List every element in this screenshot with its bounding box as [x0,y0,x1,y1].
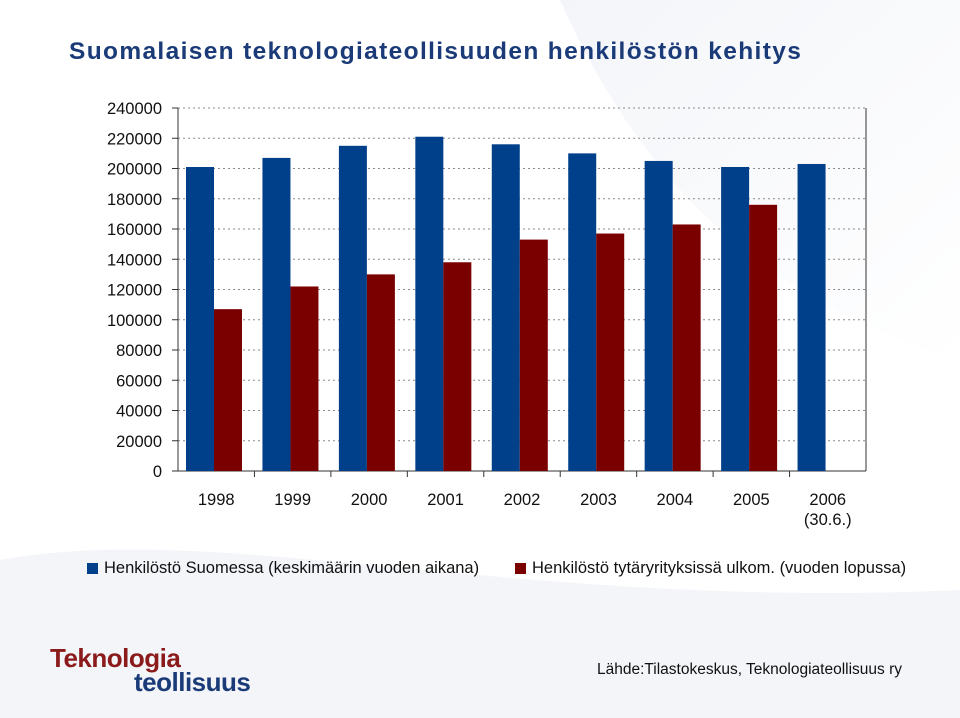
bar [568,153,597,471]
y-tick-label: 240000 [107,100,162,118]
y-tick-label: 100000 [107,312,162,330]
legend-item-subsidiaries: Henkilöstö tytäryrityksissä ulkom. (vuod… [515,557,906,579]
y-tick-label: 60000 [116,372,162,390]
logo-line-1: Teknologia [50,643,181,673]
x-tick-label: 1999 [274,491,311,509]
bar [749,204,778,472]
logo-line-2: teollisuus [134,667,251,697]
x-tick-label: 2000 [351,491,388,509]
x-tick-label: 2002 [504,491,541,509]
bar [415,136,444,472]
bar [214,309,242,471]
bar [262,157,291,471]
y-tick-label: 20000 [116,433,162,451]
legend-label-finland: Henkilöstö Suomessa (keskimäärin vuoden … [104,558,480,577]
y-tick-label: 180000 [107,191,162,209]
x-tick-label: 1998 [198,491,235,509]
y-tick-label: 200000 [107,161,162,179]
bar [644,160,673,471]
teknologiateollisuus-logo: Teknologia teollisuus [50,645,280,695]
legend-swatch-subsidiaries [515,562,526,574]
bar [596,233,625,471]
bar [186,166,214,472]
y-tick-label: 40000 [116,403,162,421]
x-tick-label: 2005 [733,491,770,509]
legend-item-finland: Henkilöstö Suomessa (keskimäärin vuoden … [87,557,479,579]
bar [491,144,520,472]
legend-label-subsidiaries: Henkilöstö tytäryrityksissä ulkom. (vuod… [532,558,907,577]
y-tick-label: 0 [153,463,162,481]
bar [290,286,319,471]
bar [672,224,701,471]
y-tick-label: 160000 [107,221,162,239]
bar [338,145,367,471]
x-tick-label: 2001 [427,491,464,509]
bar [366,274,395,471]
bar [519,239,548,471]
chart-title: Suomalaisen teknologiateollisuuden henki… [69,38,803,65]
x-tick-label: 2004 [657,491,694,509]
bar [721,166,750,472]
legend-swatch-finland [87,562,98,574]
y-tick-label: 140000 [107,251,162,269]
y-tick-label: 80000 [116,342,162,360]
bar [443,262,472,471]
x-tick-label: 2006 (30.6.) [804,491,852,529]
x-tick-label: 2003 [580,491,617,509]
y-tick-label: 120000 [107,282,162,300]
y-tick-label: 220000 [107,130,162,148]
bar [797,163,826,471]
source-note: Lähde:Tilastokeskus, Teknologiateollisuu… [596,661,902,678]
